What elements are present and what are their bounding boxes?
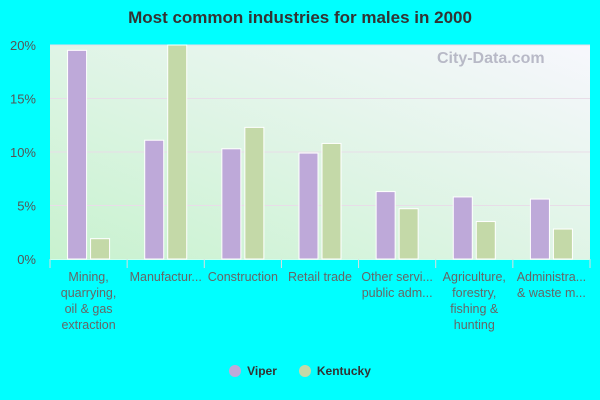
bar-viper[interactable] — [452, 196, 473, 260]
x-tick-label: Other servi... public adm... — [361, 270, 433, 300]
legend-item-kentucky[interactable]: Kentucky — [298, 364, 371, 378]
y-tick-label: 0% — [17, 252, 36, 267]
bar-viper[interactable] — [144, 139, 165, 260]
y-tick-label: 5% — [17, 199, 36, 214]
bar-kentucky[interactable] — [244, 126, 265, 260]
bar-viper[interactable] — [67, 49, 88, 260]
bar-kentucky[interactable] — [475, 221, 496, 260]
x-tick-label: Retail trade — [288, 270, 352, 284]
x-tick-label: Manufactur... — [130, 270, 202, 284]
bar-kentucky[interactable] — [90, 238, 111, 260]
y-tick-label: 10% — [10, 145, 36, 160]
y-tick-label: 20% — [10, 38, 36, 53]
legend-swatch — [298, 365, 311, 377]
bar-kentucky[interactable] — [321, 142, 342, 260]
x-tick-label: Mining, quarrying, oil & gas extraction — [61, 270, 117, 332]
x-tick-label: Agriculture, forestry, fishing & hunting — [443, 270, 506, 332]
legend-label: Viper — [247, 364, 277, 378]
legend-swatch — [229, 365, 242, 377]
legend-label: Kentucky — [316, 364, 371, 378]
x-tick-label: Administra... & waste m... — [517, 270, 586, 300]
chart-title: Most common industries for males in 2000 — [128, 8, 472, 27]
y-tick-label: 15% — [10, 92, 36, 107]
bar-viper[interactable] — [375, 191, 396, 260]
legend-item-viper[interactable]: Viper — [229, 364, 277, 378]
bar-kentucky[interactable] — [398, 208, 419, 260]
bar-kentucky[interactable] — [552, 228, 573, 260]
watermark: City-Data.com — [437, 50, 545, 67]
legend: Viper Kentucky — [0, 364, 600, 378]
bar-kentucky[interactable] — [167, 44, 188, 260]
bar-viper[interactable] — [298, 152, 319, 260]
bar-viper[interactable] — [529, 198, 550, 260]
bar-viper[interactable] — [221, 148, 242, 260]
x-tick-label: Construction — [208, 270, 278, 284]
